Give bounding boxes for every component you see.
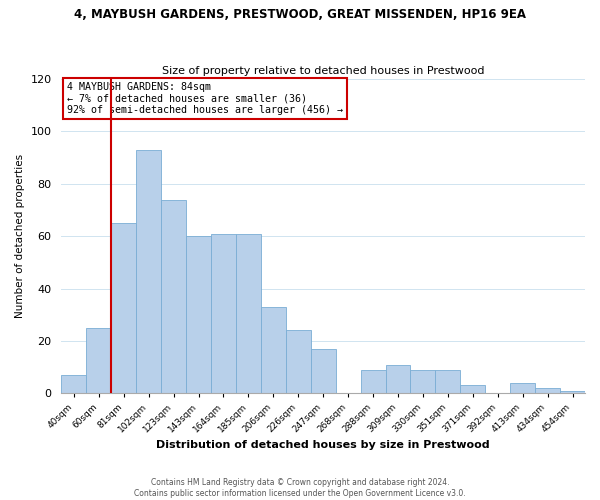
Bar (311, 349, 335, 394)
Bar (386, 364, 410, 394)
Bar (460, 386, 485, 394)
Bar (61, 375, 86, 394)
Bar (286, 330, 311, 394)
Title: Size of property relative to detached houses in Prestwood: Size of property relative to detached ho… (162, 66, 484, 76)
Bar (535, 388, 560, 394)
Bar (510, 383, 535, 394)
Bar (161, 200, 186, 394)
Text: 4, MAYBUSH GARDENS, PRESTWOOD, GREAT MISSENDEN, HP16 9EA: 4, MAYBUSH GARDENS, PRESTWOOD, GREAT MIS… (74, 8, 526, 20)
Bar (436, 370, 460, 394)
Text: Contains HM Land Registry data © Crown copyright and database right 2024.
Contai: Contains HM Land Registry data © Crown c… (134, 478, 466, 498)
Bar (86, 328, 111, 394)
X-axis label: Distribution of detached houses by size in Prestwood: Distribution of detached houses by size … (157, 440, 490, 450)
Text: 4 MAYBUSH GARDENS: 84sqm
← 7% of detached houses are smaller (36)
92% of semi-de: 4 MAYBUSH GARDENS: 84sqm ← 7% of detache… (67, 82, 343, 116)
Bar (560, 390, 585, 394)
Bar (410, 370, 436, 394)
Bar (111, 223, 136, 394)
Bar (261, 307, 286, 394)
Bar (186, 236, 211, 394)
Bar (361, 370, 386, 394)
Bar (211, 234, 236, 394)
Y-axis label: Number of detached properties: Number of detached properties (15, 154, 25, 318)
Bar (236, 234, 261, 394)
Bar (136, 150, 161, 394)
